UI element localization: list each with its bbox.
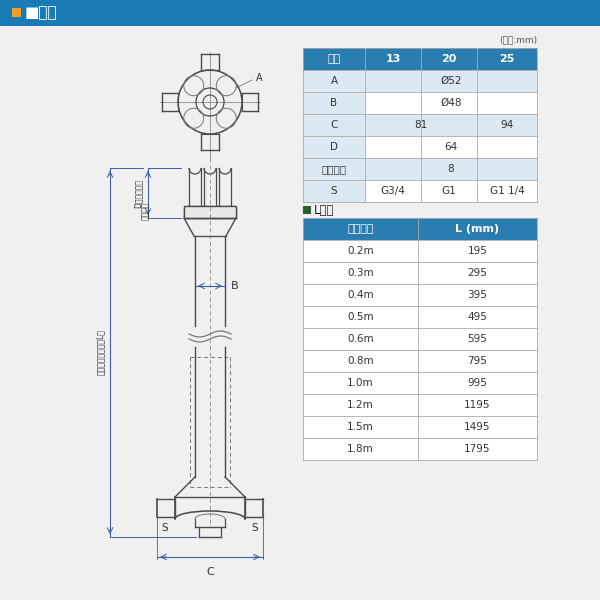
Bar xyxy=(12,8,21,17)
Text: 81: 81 xyxy=(415,120,428,130)
Bar xyxy=(303,218,537,240)
Bar xyxy=(303,350,537,372)
Text: (単位:mm): (単位:mm) xyxy=(499,35,537,44)
Text: 395: 395 xyxy=(467,290,487,300)
Bar xyxy=(303,180,365,202)
Text: C: C xyxy=(206,567,214,577)
Text: 64: 64 xyxy=(445,142,458,152)
Text: 595: 595 xyxy=(467,334,487,344)
Text: L寸法: L寸法 xyxy=(314,203,335,217)
Bar xyxy=(303,372,537,394)
Text: 20: 20 xyxy=(442,54,457,64)
Text: 295: 295 xyxy=(467,268,487,278)
Text: リフト量: リフト量 xyxy=(322,164,347,174)
Bar xyxy=(303,70,537,92)
Text: 1.5m: 1.5m xyxy=(347,422,374,432)
Text: 0.4m: 0.4m xyxy=(347,290,374,300)
Text: A: A xyxy=(331,76,338,86)
Bar xyxy=(303,394,537,416)
Text: D（全開時）: D（全開時） xyxy=(133,179,143,208)
Bar xyxy=(303,136,365,158)
Text: G1 1/4: G1 1/4 xyxy=(490,186,524,196)
Text: 呼び長さ（実寸法L）: 呼び長さ（実寸法L） xyxy=(95,329,104,376)
Text: 1795: 1795 xyxy=(464,444,491,454)
Text: L (mm): L (mm) xyxy=(455,224,500,234)
Text: 25: 25 xyxy=(499,54,515,64)
Bar xyxy=(303,158,537,180)
Text: S: S xyxy=(331,186,337,196)
Text: 0.6m: 0.6m xyxy=(347,334,374,344)
Text: 1195: 1195 xyxy=(464,400,491,410)
Bar xyxy=(303,92,365,114)
Text: 呼び長さ: 呼び長さ xyxy=(347,224,374,234)
Bar xyxy=(303,114,365,136)
Text: G3/4: G3/4 xyxy=(380,186,406,196)
Text: 1.2m: 1.2m xyxy=(347,400,374,410)
Text: A: A xyxy=(256,73,263,83)
Text: 1.8m: 1.8m xyxy=(347,444,374,454)
Text: S: S xyxy=(251,523,259,533)
Text: 口径: 口径 xyxy=(328,54,341,64)
Text: S: S xyxy=(161,523,169,533)
Text: 13: 13 xyxy=(385,54,401,64)
Text: Ø48: Ø48 xyxy=(440,98,462,108)
Text: 0.3m: 0.3m xyxy=(347,268,374,278)
Bar xyxy=(0,0,600,26)
Text: リフト量: リフト量 xyxy=(140,202,149,220)
Bar xyxy=(303,206,311,214)
Bar xyxy=(303,328,537,350)
Text: 795: 795 xyxy=(467,356,487,366)
Text: ■寸法: ■寸法 xyxy=(25,5,58,20)
Text: 0.8m: 0.8m xyxy=(347,356,374,366)
Text: C: C xyxy=(331,120,338,130)
Text: D: D xyxy=(330,142,338,152)
Text: 94: 94 xyxy=(500,120,514,130)
Text: 1.0m: 1.0m xyxy=(347,378,374,388)
Text: G1: G1 xyxy=(442,186,457,196)
Bar xyxy=(303,158,365,180)
Bar xyxy=(303,262,537,284)
Bar xyxy=(303,180,537,202)
Text: 995: 995 xyxy=(467,378,487,388)
Bar xyxy=(303,284,537,306)
Bar xyxy=(303,92,537,114)
Text: 1495: 1495 xyxy=(464,422,491,432)
Bar xyxy=(303,136,537,158)
Text: Ø52: Ø52 xyxy=(440,76,462,86)
Text: 0.5m: 0.5m xyxy=(347,312,374,322)
Bar xyxy=(303,416,537,438)
Bar xyxy=(184,206,236,218)
Text: 495: 495 xyxy=(467,312,487,322)
Bar xyxy=(303,438,537,460)
Text: B: B xyxy=(231,281,239,291)
Bar xyxy=(184,208,236,218)
Bar xyxy=(303,48,537,70)
Bar xyxy=(303,240,537,262)
Text: 0.2m: 0.2m xyxy=(347,246,374,256)
Text: B: B xyxy=(331,98,338,108)
Bar xyxy=(303,70,365,92)
Bar xyxy=(303,114,537,136)
Text: 195: 195 xyxy=(467,246,487,256)
Bar xyxy=(303,306,537,328)
Text: 8: 8 xyxy=(448,164,454,174)
